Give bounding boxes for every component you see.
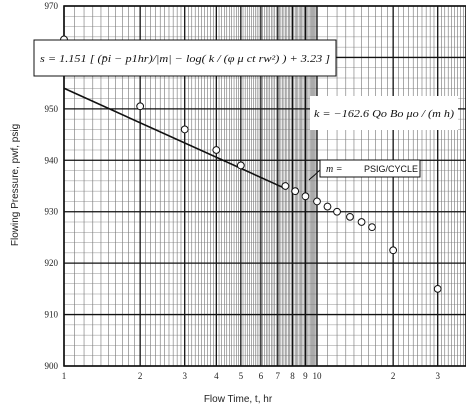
data-point <box>281 182 290 190</box>
x-tick-label: 9 <box>303 371 308 381</box>
y-tick-label: 940 <box>45 155 59 165</box>
x-tick-label: 2 <box>391 371 396 381</box>
plot-border <box>63 5 466 367</box>
data-point <box>389 246 398 255</box>
x-tick-label: 7 <box>276 371 281 381</box>
permeability-equation-box: k = −162.6 Qo Bo μo / (m h) <box>310 96 458 130</box>
plot-frame <box>63 5 466 367</box>
x-tick-label: 4 <box>214 371 219 381</box>
data-point <box>236 161 245 170</box>
y-tick-label: 910 <box>45 310 59 320</box>
data-point <box>357 218 366 226</box>
y-tick-label: 920 <box>45 258 59 268</box>
data-point <box>301 192 310 201</box>
slope-pointer <box>308 169 321 181</box>
data-point <box>346 212 354 221</box>
x-tick-label: 2 <box>138 371 143 381</box>
y-tick-label: 900 <box>45 361 59 371</box>
x-tick-label: 5 <box>239 371 244 381</box>
x-tick-label: 6 <box>259 371 264 381</box>
data-point <box>313 197 321 206</box>
x-tick-label: 3 <box>182 371 187 381</box>
data-point <box>180 125 189 134</box>
data-point <box>323 202 332 211</box>
y-axis-title: Flowing Pressure, pwf, psig <box>10 124 21 246</box>
slope-label: m = <box>326 164 342 175</box>
slope-unit: PSIG/CYCLE <box>364 164 418 174</box>
slope-box: m = PSIG/CYCLE <box>308 159 421 181</box>
fit-line-group <box>63 87 286 190</box>
y-tick-label: 930 <box>45 207 59 217</box>
data-point <box>433 284 442 293</box>
semilog-straight-line <box>63 87 286 190</box>
skin-equation: s = 1.151 [ (p̄i − p1hr)/|m| − log( k / … <box>40 54 330 65</box>
skin-equation-box: s = 1.151 [ (p̄i − p1hr)/|m| − log( k / … <box>33 39 337 77</box>
permeability-equation: k = −162.6 Qo Bo μo / (m h) <box>314 109 455 120</box>
x-tick-label: 8 <box>290 371 295 381</box>
data-point <box>291 187 300 196</box>
x-tick-label: 10 <box>313 371 323 381</box>
data-point <box>136 102 145 111</box>
data-point <box>212 146 221 154</box>
data-point <box>333 207 341 216</box>
x-tick-label: 1 <box>62 371 67 381</box>
data-point <box>368 223 376 232</box>
x-axis-title: Flow Time, t, hr <box>204 394 273 405</box>
x-tick-label: 3 <box>435 371 440 381</box>
y-tick-label: 970 <box>45 1 59 11</box>
y-tick-label: 950 <box>45 104 59 114</box>
